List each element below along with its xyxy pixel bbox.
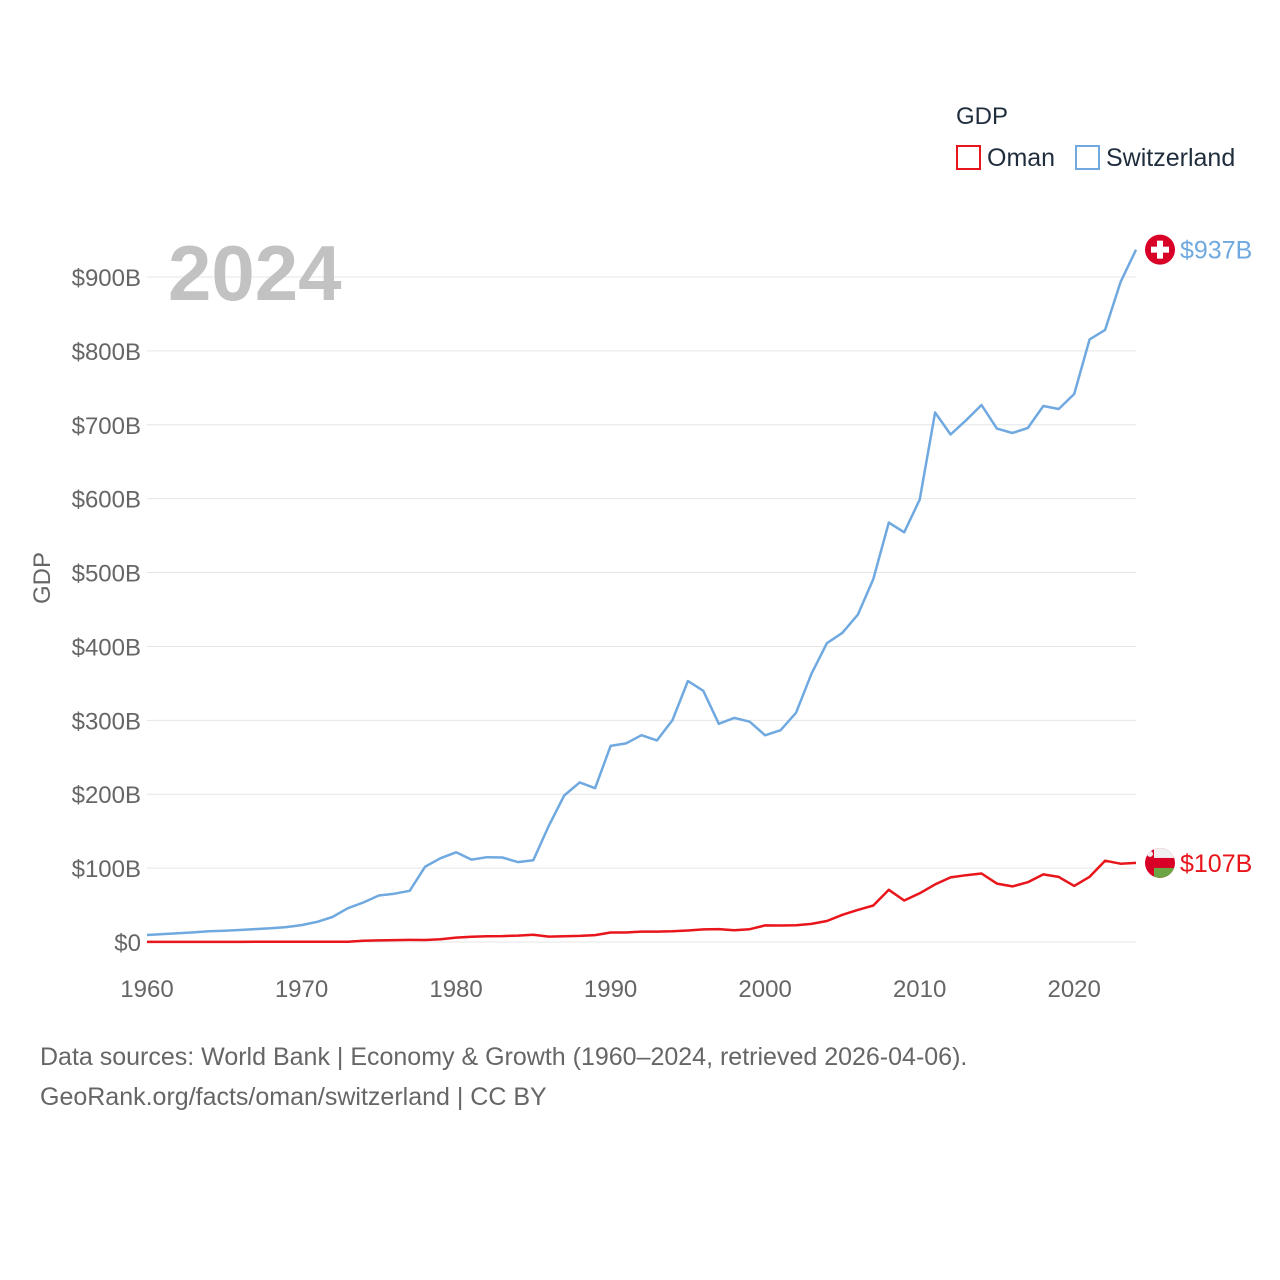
series-line-oman[interactable] [147, 859, 1137, 944]
y-axis-ticks: $0 $100B $200B $300B $400B $500B $600B $700B $80… [72, 265, 141, 957]
x-tick-label-2020: 2020 [1047, 976, 1100, 1003]
series-line-switzerland[interactable] [146, 249, 1138, 937]
y-tick-label: $300B [72, 708, 141, 735]
gdp-line-chart: $0 $100B $200B $300B $400B $500B $600B $700B $80… [29, 103, 1252, 1003]
legend-title: GDP [956, 103, 1008, 130]
footer-sources: Data sources: World Bank | Economy & Gro… [40, 1043, 968, 1071]
x-tick-label-1960: 1960 [120, 976, 173, 1003]
flag-icon-oman [1145, 847, 1175, 878]
end-value-label-oman: $107B [1180, 850, 1252, 878]
legend-swatch-oman[interactable] [956, 145, 981, 170]
y-tick-label: $0 [114, 930, 141, 957]
x-tick-label-1970: 1970 [275, 976, 328, 1003]
y-tick-label: $500B [72, 561, 141, 588]
y-tick-label: $600B [72, 487, 141, 514]
y-axis-title: GDP [29, 552, 56, 604]
y-tick-label: $700B [72, 413, 141, 440]
legend: GDP Oman Switzerland [956, 103, 1235, 172]
y-tick-label: $800B [72, 339, 141, 366]
x-tick-label-2010: 2010 [893, 976, 946, 1003]
y-tick-label: $400B [72, 634, 141, 661]
x-tick-label-1980: 1980 [429, 976, 482, 1003]
year-label: 2024 [168, 229, 342, 317]
legend-label-oman[interactable]: Oman [987, 144, 1055, 172]
end-value-label-switzerland: $937B [1180, 237, 1252, 265]
legend-label-switzerland[interactable]: Switzerland [1106, 144, 1235, 172]
end-markers: $107B $937B [1145, 234, 1252, 878]
y-tick-label: $100B [72, 856, 141, 883]
legend-swatch-switzerland[interactable] [1075, 145, 1100, 170]
footer-attribution[interactable]: GeoRank.org/facts/oman/switzerland | CC … [40, 1083, 547, 1111]
grid-layer [147, 276, 1136, 943]
flag-icon-switzerland [1145, 234, 1175, 265]
x-axis-ticks: 1960 1970 1980 1990 2000 2010 2020 [120, 976, 1101, 1003]
y-tick-label: $200B [72, 782, 141, 809]
x-tick-label-2000: 2000 [738, 976, 791, 1003]
y-tick-label: $900B [72, 265, 141, 292]
x-tick-label-1990: 1990 [584, 976, 637, 1003]
series-layer [146, 249, 1138, 944]
